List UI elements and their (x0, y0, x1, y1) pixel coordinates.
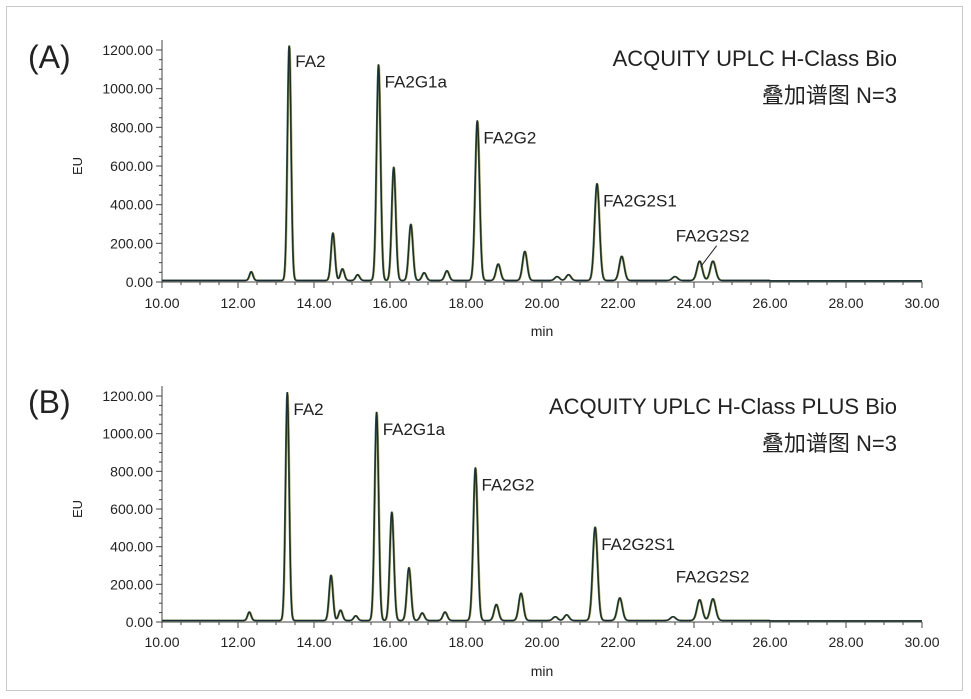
x-tick-label: 16.00 (372, 634, 407, 650)
peak-label: FA2G2S2 (676, 227, 750, 246)
chromatogram-trace-run-1 (161, 45, 923, 282)
peak-label: FA2G2S2 (676, 567, 750, 586)
panel-label: (B) (28, 384, 71, 420)
x-tick-label: 12.00 (220, 295, 255, 311)
x-axis-label: min (531, 663, 554, 679)
x-tick-label: 26.00 (752, 295, 787, 311)
annotation-leader-line (700, 245, 718, 267)
peak-label: FA2 (293, 400, 323, 419)
peak-label: FA2G2 (483, 129, 536, 148)
y-tick-label: 800.00 (110, 119, 153, 135)
x-tick-label: 28.00 (828, 634, 863, 650)
y-tick-label: 1200.00 (102, 388, 153, 404)
chart-title-line: 叠加谱图 N=3 (762, 83, 897, 108)
x-tick-label: 20.00 (524, 634, 559, 650)
chromatogram-trace-run-3 (161, 45, 923, 282)
chart-title-line: ACQUITY UPLC H-Class Bio (613, 46, 897, 71)
chromatogram-trace-run-2 (161, 45, 923, 282)
peak-label: FA2G2S1 (601, 535, 675, 554)
x-tick-label: 10.00 (144, 634, 179, 650)
y-axis-label: EU (70, 500, 85, 518)
x-tick-label: 26.00 (752, 634, 787, 650)
x-tick-label: 28.00 (828, 295, 863, 311)
y-tick-label: 400.00 (110, 197, 153, 213)
x-tick-label: 12.00 (220, 634, 255, 650)
figure-frame (6, 6, 963, 691)
peak-label: FA2G1a (385, 72, 448, 91)
x-tick-label: 18.00 (448, 634, 483, 650)
chart-title-line: ACQUITY UPLC H-Class PLUS Bio (549, 394, 897, 419)
peak-label: FA2G1a (383, 420, 446, 439)
y-tick-label: 600.00 (110, 501, 153, 517)
chromatogram-trace-run-1 (161, 392, 923, 622)
x-tick-label: 10.00 (144, 295, 179, 311)
x-tick-label: 18.00 (448, 295, 483, 311)
x-tick-label: 24.00 (676, 295, 711, 311)
chart-panel-b: 10.00 12.00 14.00 16.00 18.00 20.00 22.00 24.00… (28, 384, 940, 679)
peak-label: FA2G2 (482, 475, 535, 494)
peak-label: FA2G2S1 (603, 191, 677, 210)
chart-panel-a: 10.00 12.00 14.00 16.00 18.00 20.00 22.00 24.00… (28, 39, 940, 339)
y-tick-label: 1200.00 (102, 42, 153, 58)
y-tick-label: 200.00 (110, 235, 153, 251)
x-tick-label: 20.00 (524, 295, 559, 311)
x-tick-label: 14.00 (296, 634, 331, 650)
x-tick-label: 16.00 (372, 295, 407, 311)
y-tick-label: 800.00 (110, 463, 153, 479)
x-tick-label: 30.00 (904, 295, 939, 311)
y-tick-label: 0.00 (126, 274, 153, 290)
x-tick-label: 14.00 (296, 295, 331, 311)
x-tick-label: 22.00 (600, 634, 635, 650)
panel-label: (A) (28, 39, 71, 75)
x-tick-label: 22.00 (600, 295, 635, 311)
y-tick-label: 200.00 (110, 576, 153, 592)
y-tick-label: 1000.00 (102, 426, 153, 442)
x-axis-label: min (531, 323, 554, 339)
y-tick-label: 600.00 (110, 158, 153, 174)
chromatogram-trace-run-3 (161, 391, 923, 622)
y-tick-label: 0.00 (126, 614, 153, 630)
chromatogram-trace-run-2 (161, 392, 923, 622)
x-tick-label: 30.00 (904, 634, 939, 650)
y-tick-label: 400.00 (110, 539, 153, 555)
x-tick-label: 24.00 (676, 634, 711, 650)
y-tick-label: 1000.00 (102, 81, 153, 97)
peak-label: FA2 (295, 52, 325, 71)
y-axis-label: EU (70, 157, 85, 175)
chart-title-line: 叠加谱图 N=3 (762, 431, 897, 456)
